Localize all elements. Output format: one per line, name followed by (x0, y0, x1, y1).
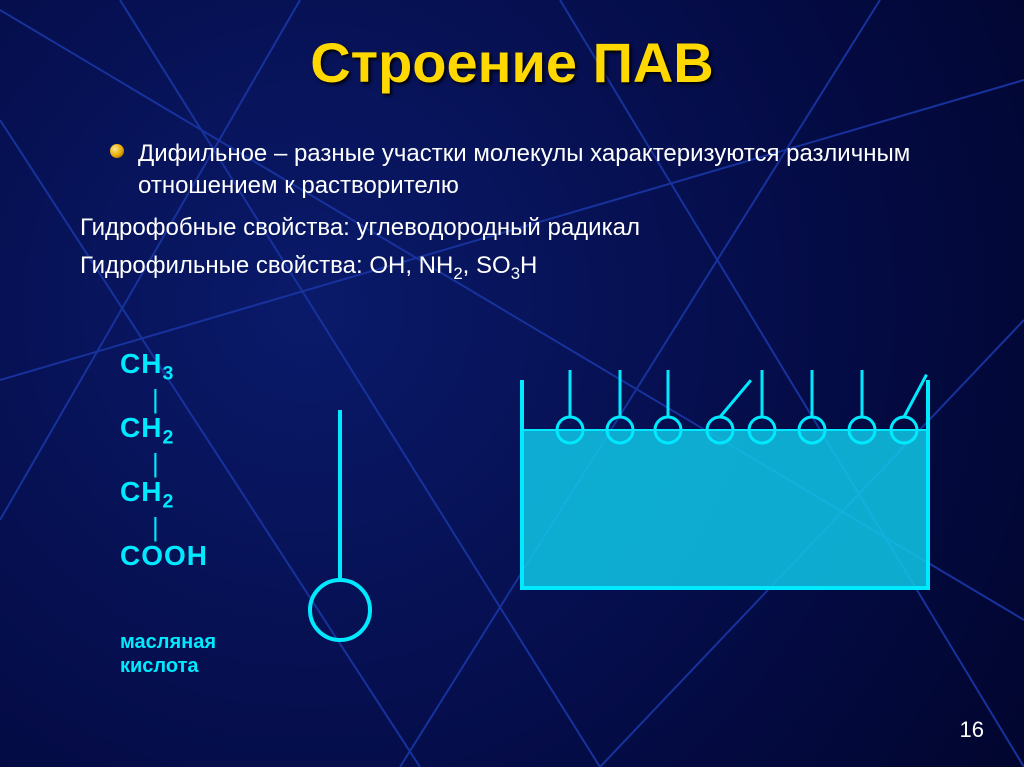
bullet-icon (110, 144, 124, 158)
formula-bond-1: | (120, 386, 208, 414)
formula-bond-2: | (120, 450, 208, 478)
formula-g1-sub: 3 (162, 363, 174, 385)
bullet-row: Дифильное – разные участки молекулы хара… (110, 138, 930, 203)
hydrophilic-suffix: H (520, 252, 537, 279)
hydrophilic-mid: , SO (463, 252, 511, 279)
slide-title: Строение ПАВ (0, 30, 1024, 95)
acid-label: масляная кислота (120, 630, 216, 678)
sub-so: 3 (511, 264, 520, 283)
beaker-diagram (520, 370, 930, 590)
acid-label-l2: кислота (120, 655, 199, 677)
formula-bond-3: | (120, 514, 208, 542)
sub-nh: 2 (453, 264, 462, 283)
formula-g3: CH (120, 476, 162, 507)
hydrophobic-line: Гидрофобные свойства: углеводородный рад… (80, 214, 640, 242)
formula-g2: CH (120, 412, 162, 443)
bullet-text: Дифильное – разные участки молекулы хара… (138, 138, 930, 203)
structural-formula: CH3 | CH2 | CH2 | COOH (120, 350, 208, 578)
formula-g3-sub: 2 (162, 491, 174, 513)
page-number: 16 (960, 717, 984, 743)
acid-label-l1: масляная (120, 631, 216, 653)
formula-g4: COOH (120, 542, 208, 578)
slide: Строение ПАВ Дифильное – разные участки … (0, 0, 1024, 767)
formula-g1: CH (120, 348, 162, 379)
formula-g2-sub: 2 (162, 427, 174, 449)
hydrophilic-prefix: Гидрофильные свойства: OH, NH (80, 252, 453, 279)
surfactant-symbol (280, 400, 400, 660)
hydrophilic-line: Гидрофильные свойства: OH, NH2, SO3H (80, 252, 537, 284)
